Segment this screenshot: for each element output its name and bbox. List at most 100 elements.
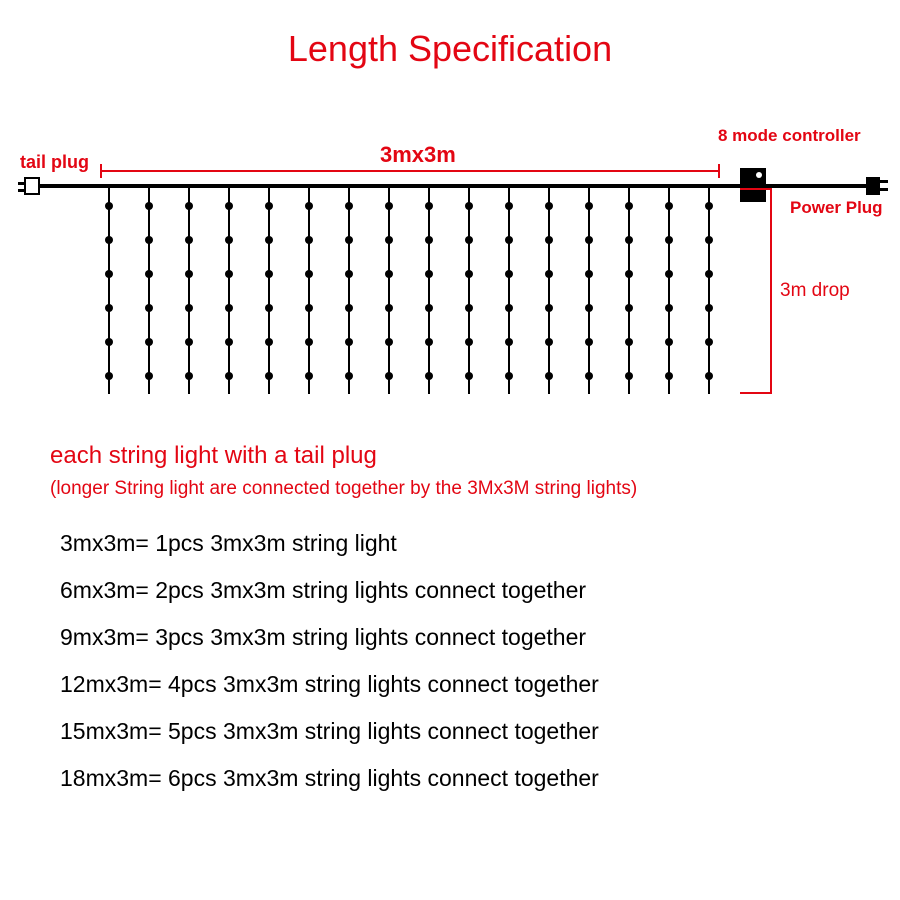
- light-bead: [105, 236, 113, 244]
- subheading-main: each string light with a tail plug: [50, 442, 377, 470]
- light-bead: [265, 304, 273, 312]
- controller-label: 8 mode controller: [718, 126, 861, 146]
- light-bead: [345, 236, 353, 244]
- light-bead: [385, 304, 393, 312]
- light-bead: [145, 270, 153, 278]
- light-string: [428, 188, 430, 394]
- light-string: [268, 188, 270, 394]
- light-bead: [305, 236, 313, 244]
- light-bead: [585, 304, 593, 312]
- light-string: [668, 188, 670, 394]
- light-bead: [385, 270, 393, 278]
- light-string: [108, 188, 110, 394]
- light-bead: [345, 372, 353, 380]
- light-bead: [545, 270, 553, 278]
- light-bead: [185, 202, 193, 210]
- size-spec-list: 3mx3m= 1pcs 3mx3m string light6mx3m= 2pc…: [60, 530, 599, 812]
- light-bead: [505, 338, 513, 346]
- light-bead: [145, 236, 153, 244]
- light-bead: [625, 202, 633, 210]
- light-bead: [465, 338, 473, 346]
- light-bead: [425, 236, 433, 244]
- light-bead: [665, 202, 673, 210]
- light-bead: [465, 270, 473, 278]
- light-bead: [705, 202, 713, 210]
- light-bead: [625, 236, 633, 244]
- light-bead: [465, 372, 473, 380]
- light-bead: [505, 202, 513, 210]
- light-bead: [105, 270, 113, 278]
- light-bead: [345, 304, 353, 312]
- light-bead: [105, 304, 113, 312]
- light-bead: [425, 372, 433, 380]
- light-bead: [305, 202, 313, 210]
- light-bead: [185, 270, 193, 278]
- light-bead: [305, 270, 313, 278]
- light-bead: [225, 236, 233, 244]
- light-bead: [265, 372, 273, 380]
- light-bead: [145, 202, 153, 210]
- light-bead: [705, 338, 713, 346]
- light-bead: [385, 202, 393, 210]
- light-bead: [185, 338, 193, 346]
- light-bead: [665, 304, 673, 312]
- light-bead: [665, 338, 673, 346]
- light-string: [228, 188, 230, 394]
- light-bead: [585, 372, 593, 380]
- tail-plug-label: tail plug: [20, 152, 89, 173]
- light-bead: [545, 304, 553, 312]
- light-bead: [585, 202, 593, 210]
- light-bead: [465, 304, 473, 312]
- controller-icon: [740, 168, 766, 202]
- light-bead: [705, 270, 713, 278]
- light-string: [708, 188, 710, 394]
- light-string: [188, 188, 190, 394]
- light-bead: [385, 338, 393, 346]
- light-bead: [705, 304, 713, 312]
- light-bead: [105, 338, 113, 346]
- light-bead: [585, 338, 593, 346]
- light-bead: [625, 304, 633, 312]
- light-bead: [225, 270, 233, 278]
- light-bead: [345, 202, 353, 210]
- light-bead: [545, 338, 553, 346]
- spec-line: 18mx3m= 6pcs 3mx3m string lights connect…: [60, 765, 599, 792]
- light-bead: [185, 236, 193, 244]
- spec-line: 12mx3m= 4pcs 3mx3m string lights connect…: [60, 671, 599, 698]
- drop-dimension-bracket: [770, 188, 772, 394]
- light-bead: [705, 372, 713, 380]
- light-string: [348, 188, 350, 394]
- light-bead: [465, 202, 473, 210]
- light-bead: [425, 338, 433, 346]
- light-string: [628, 188, 630, 394]
- light-bead: [545, 372, 553, 380]
- light-bead: [545, 202, 553, 210]
- light-bead: [505, 372, 513, 380]
- light-bead: [265, 202, 273, 210]
- spec-line: 6mx3m= 2pcs 3mx3m string lights connect …: [60, 577, 599, 604]
- light-bead: [105, 202, 113, 210]
- spec-diagram: tail plug 3mx3m 8 mode controller Power …: [0, 110, 900, 420]
- light-bead: [145, 338, 153, 346]
- width-label: 3mx3m: [380, 142, 456, 168]
- light-bead: [305, 304, 313, 312]
- light-bead: [425, 270, 433, 278]
- subheading-note: (longer String light are connected toget…: [50, 478, 637, 500]
- light-bead: [665, 372, 673, 380]
- drop-label: 3m drop: [780, 280, 850, 302]
- light-bead: [145, 372, 153, 380]
- light-bead: [665, 236, 673, 244]
- spec-line: 9mx3m= 3pcs 3mx3m string lights connect …: [60, 624, 599, 651]
- light-bead: [705, 236, 713, 244]
- light-bead: [105, 372, 113, 380]
- spec-line: 15mx3m= 5pcs 3mx3m string lights connect…: [60, 718, 599, 745]
- light-bead: [225, 372, 233, 380]
- light-bead: [305, 338, 313, 346]
- light-bead: [425, 304, 433, 312]
- light-string: [388, 188, 390, 394]
- light-bead: [625, 270, 633, 278]
- light-bead: [505, 236, 513, 244]
- light-bead: [185, 372, 193, 380]
- light-string: [148, 188, 150, 394]
- light-bead: [305, 372, 313, 380]
